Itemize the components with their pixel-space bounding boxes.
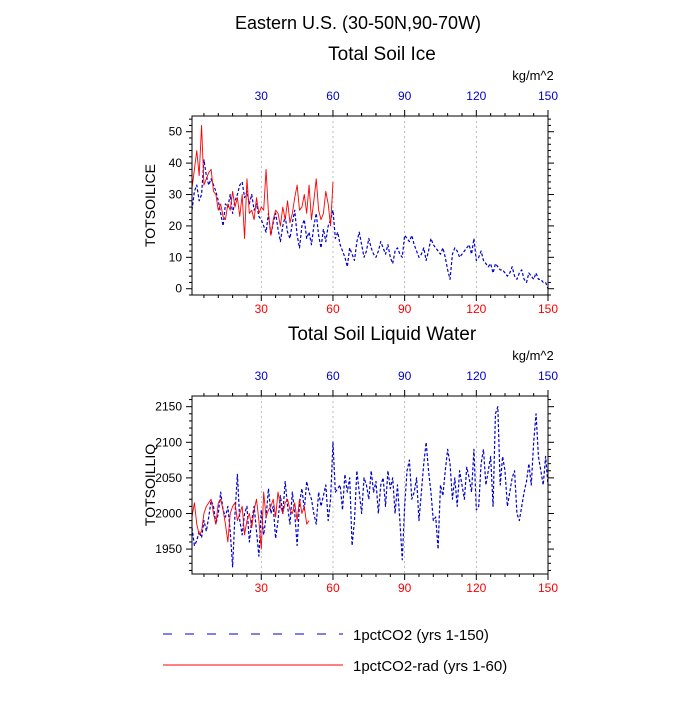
y-tick-label: 20 bbox=[169, 219, 183, 233]
x-tick-label-bottom: 60 bbox=[326, 302, 340, 316]
x-tick-label-top: 60 bbox=[326, 369, 340, 383]
x-tick-label-bottom: 90 bbox=[398, 302, 412, 316]
plot-frame bbox=[191, 115, 549, 296]
units-label: kg/m^2 bbox=[512, 68, 554, 83]
series-group bbox=[192, 124, 548, 289]
y-tick-label: 2000 bbox=[155, 506, 182, 520]
x-tick-label-bottom: 150 bbox=[538, 581, 558, 595]
x-tick-label-top: 90 bbox=[398, 89, 412, 103]
series-group bbox=[192, 406, 548, 568]
y-axis-label: TOTSOILICE bbox=[142, 164, 158, 247]
plot-frame bbox=[191, 395, 549, 575]
x-tick-label-top: 90 bbox=[398, 369, 412, 383]
y-tick-label: 2150 bbox=[155, 400, 182, 414]
y-tick-label: 40 bbox=[169, 156, 183, 170]
x-tick-label-bottom: 150 bbox=[538, 302, 558, 316]
figure-title: Eastern U.S. (30-50N,90-70W) bbox=[235, 13, 481, 33]
x-tick-label-bottom: 30 bbox=[255, 581, 269, 595]
series-line-1pctco2 bbox=[192, 406, 548, 568]
x-tick-label-bottom: 30 bbox=[255, 302, 269, 316]
series-line-1pctco2 bbox=[192, 159, 548, 289]
panel-total-soil-ice: Total Soil Ice kg/m^2 0 10 20 30 40 50 30 30 60 60 9… bbox=[142, 44, 558, 316]
legend-label-1: 1pctCO2 (yrs 1-150) bbox=[353, 627, 489, 644]
series-line-1pctco2-rad bbox=[192, 491, 310, 550]
x-tick-label-top: 30 bbox=[255, 369, 269, 383]
x-tick-label-bottom: 120 bbox=[466, 581, 486, 595]
y-tick-label: 50 bbox=[169, 125, 183, 139]
x-tick-label-top: 30 bbox=[255, 89, 269, 103]
legend-label-2: 1pctCO2-rad (yrs 1-60) bbox=[353, 658, 507, 675]
y-tick-label: 10 bbox=[169, 250, 183, 264]
legend: 1pctCO2 (yrs 1-150) 1pctCO2-rad (yrs 1-60… bbox=[163, 627, 507, 675]
panel-title: Total Soil Ice bbox=[328, 44, 436, 65]
x-tick-label-bottom: 120 bbox=[466, 302, 486, 316]
x-tick-label-top: 150 bbox=[538, 369, 558, 383]
units-label: kg/m^2 bbox=[512, 348, 554, 363]
x-tick-label-top: 150 bbox=[538, 89, 558, 103]
x-tick-label-bottom: 60 bbox=[326, 581, 340, 595]
y-tick-label: 2050 bbox=[155, 471, 182, 485]
x-tick-label-top: 120 bbox=[466, 369, 486, 383]
y-tick-label: 30 bbox=[169, 188, 183, 202]
y-tick-label: 1950 bbox=[155, 542, 182, 556]
y-tick-label: 0 bbox=[175, 282, 182, 296]
x-tick-label-bottom: 90 bbox=[398, 581, 412, 595]
panel-title: Total Soil Liquid Water bbox=[288, 324, 477, 345]
x-tick-label-top: 60 bbox=[326, 89, 340, 103]
x-tick-label-top: 120 bbox=[466, 89, 486, 103]
series-line-1pctco2-rad bbox=[192, 124, 334, 239]
y-tick-label: 2100 bbox=[155, 435, 182, 449]
y-axis-label: TOTSOILLIQ bbox=[142, 444, 158, 526]
panel-total-soil-liquid-water: Total Soil Liquid Water kg/m^2 1950 2000 205… bbox=[142, 324, 558, 595]
